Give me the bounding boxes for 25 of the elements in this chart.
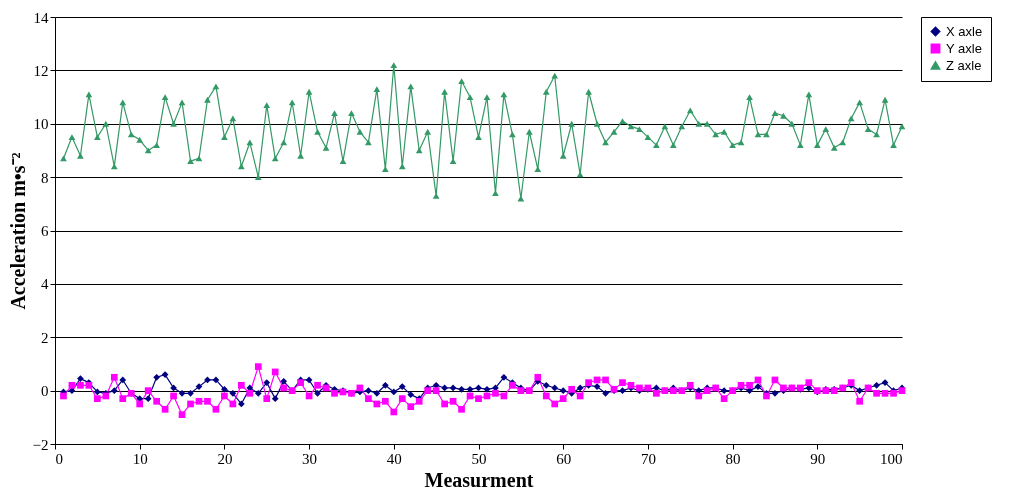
x-tick-label: 40	[386, 450, 402, 467]
x-tick-label: 30	[302, 450, 318, 467]
y-tick-label: −2	[32, 436, 49, 453]
y-tick-label: 0	[41, 383, 49, 400]
legend-label: Z axle	[946, 57, 982, 73]
legend-label: X axle	[946, 23, 983, 39]
x-tick-label: 90	[810, 450, 826, 467]
x-tick-label: 50	[471, 450, 487, 467]
y-tick-label: 8	[41, 169, 49, 186]
y-tick-label: 6	[41, 223, 49, 239]
y-tick-label: 12	[33, 62, 49, 79]
x-tick-label: 70	[640, 450, 656, 467]
x-tick-label: 0	[55, 450, 63, 467]
y-tick-label: 4	[41, 276, 49, 293]
y-tick-label: 2	[41, 329, 49, 346]
x-tick-label: 100	[880, 450, 903, 467]
y-axis-title: Acceleration m•s⁻²	[6, 152, 29, 310]
x-axis-title: Measurment	[424, 468, 534, 491]
legend-label: Y axle	[946, 40, 982, 56]
y-tick-label: 10	[33, 116, 49, 133]
y-tick-label: 14	[33, 9, 49, 26]
x-tick-label: 20	[217, 450, 233, 467]
x-tick-label: 10	[132, 450, 148, 467]
x-tick-label: 80	[725, 450, 741, 467]
x-tick-label: 60	[556, 450, 572, 467]
